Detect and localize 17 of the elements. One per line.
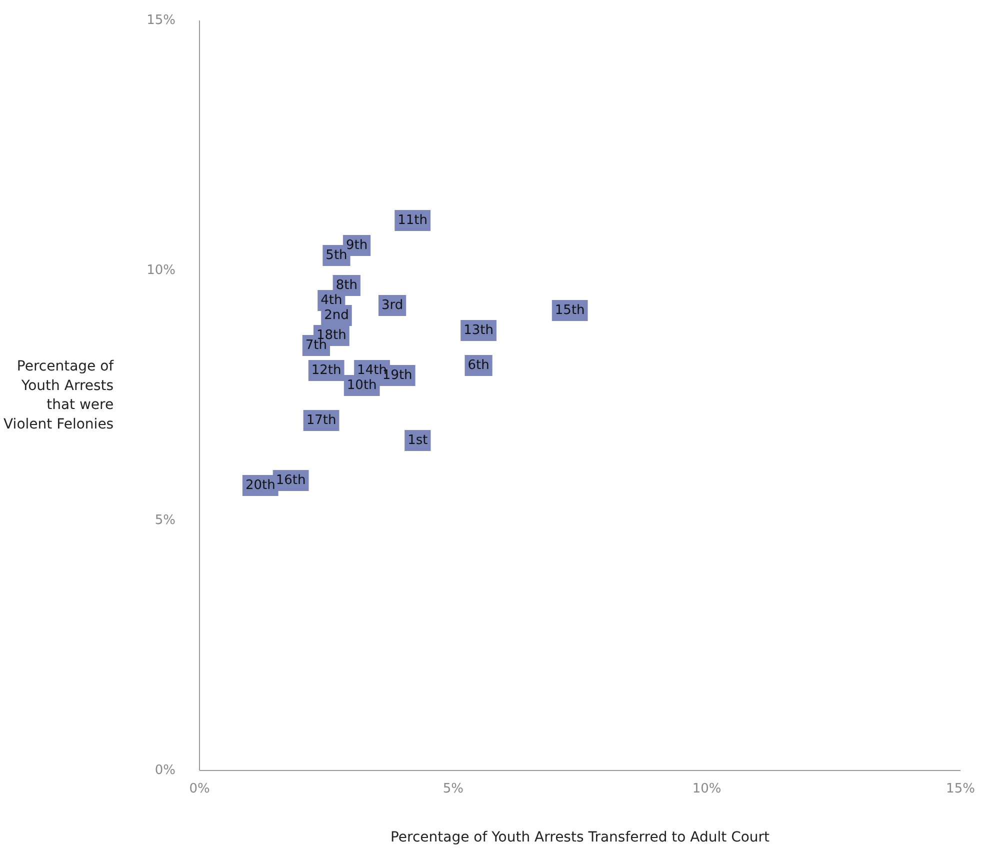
x-tick-label: 0% [189,782,210,796]
series-label: 5th [326,248,348,263]
x-axis-title: Percentage of Youth Arrests Transferred to Adult Court [390,830,770,846]
series-label: 8th [336,278,358,293]
y-tick-label: 15% [146,13,176,28]
series-label: 6th [468,358,490,373]
series-label: 4th [320,293,342,308]
series-label: 9th [346,238,368,253]
x-tick-label: 10% [692,782,722,796]
x-tick-label: 15% [946,782,975,796]
x-tick-label: 5% [442,782,464,796]
y-tick-label: 5% [154,513,176,528]
y-tick-label: 0% [154,763,176,778]
series-label: 1st [408,433,428,448]
y-tick-label: 10% [146,263,176,278]
series-label: 3rd [381,298,404,313]
y-axis-title: Percentage of Youth Arrests that were Violent Felonies [4,358,115,432]
